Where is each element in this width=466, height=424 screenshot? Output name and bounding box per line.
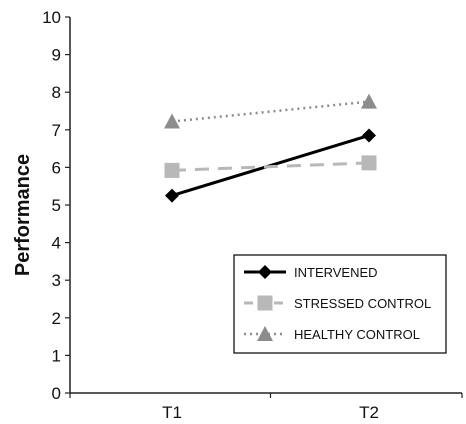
marker-square — [257, 295, 273, 311]
y-tick-label: 3 — [52, 271, 61, 290]
legend-label: HEALTHY CONTROL — [294, 327, 420, 342]
y-tick-label: 5 — [52, 196, 61, 215]
series-stressed-control — [164, 155, 377, 178]
y-tick-label: 0 — [52, 384, 61, 403]
series-healthy-control — [164, 93, 377, 129]
y-tick-label: 8 — [52, 83, 61, 102]
x-axis-ticks: T1 T2 — [69, 393, 463, 422]
y-axis-ticks: 0 1 2 3 4 5 6 7 8 9 10 — [42, 8, 70, 403]
y-tick-label: 1 — [52, 346, 61, 365]
legend-item: HEALTHY CONTROL — [244, 326, 420, 342]
y-tick-label: 7 — [52, 121, 61, 140]
marker-square — [361, 155, 377, 171]
marker-diamond — [258, 265, 272, 279]
axes: 0 1 2 3 4 5 6 7 8 9 10 T1 T2 — [42, 8, 463, 422]
legend: INTERVENED STRESSED CONTROL HEALTHY CONTRO… — [233, 254, 447, 354]
y-tick-label: 4 — [52, 234, 61, 253]
series-line — [171, 100, 370, 123]
legend-item: STRESSED CONTROL — [244, 295, 431, 311]
marker-diamond — [362, 128, 376, 143]
legend-label: STRESSED CONTROL — [294, 296, 431, 311]
marker-diamond — [165, 188, 179, 203]
marker-triangle — [257, 326, 273, 341]
marker-square — [164, 162, 180, 178]
marker-triangle — [361, 93, 377, 109]
x-category-label: T1 — [162, 403, 182, 422]
series-group — [164, 93, 377, 203]
legend-label: INTERVENED — [294, 265, 378, 280]
y-tick-label: 6 — [52, 158, 61, 177]
y-tick-label: 2 — [52, 309, 61, 328]
y-axis-label: Performance — [12, 154, 34, 276]
y-tick-label: 9 — [52, 46, 61, 65]
series-line — [171, 161, 370, 172]
marker-triangle — [164, 113, 180, 129]
x-category-label: T2 — [359, 403, 379, 422]
y-tick-label: 10 — [42, 8, 61, 27]
legend-item: INTERVENED — [244, 265, 378, 280]
